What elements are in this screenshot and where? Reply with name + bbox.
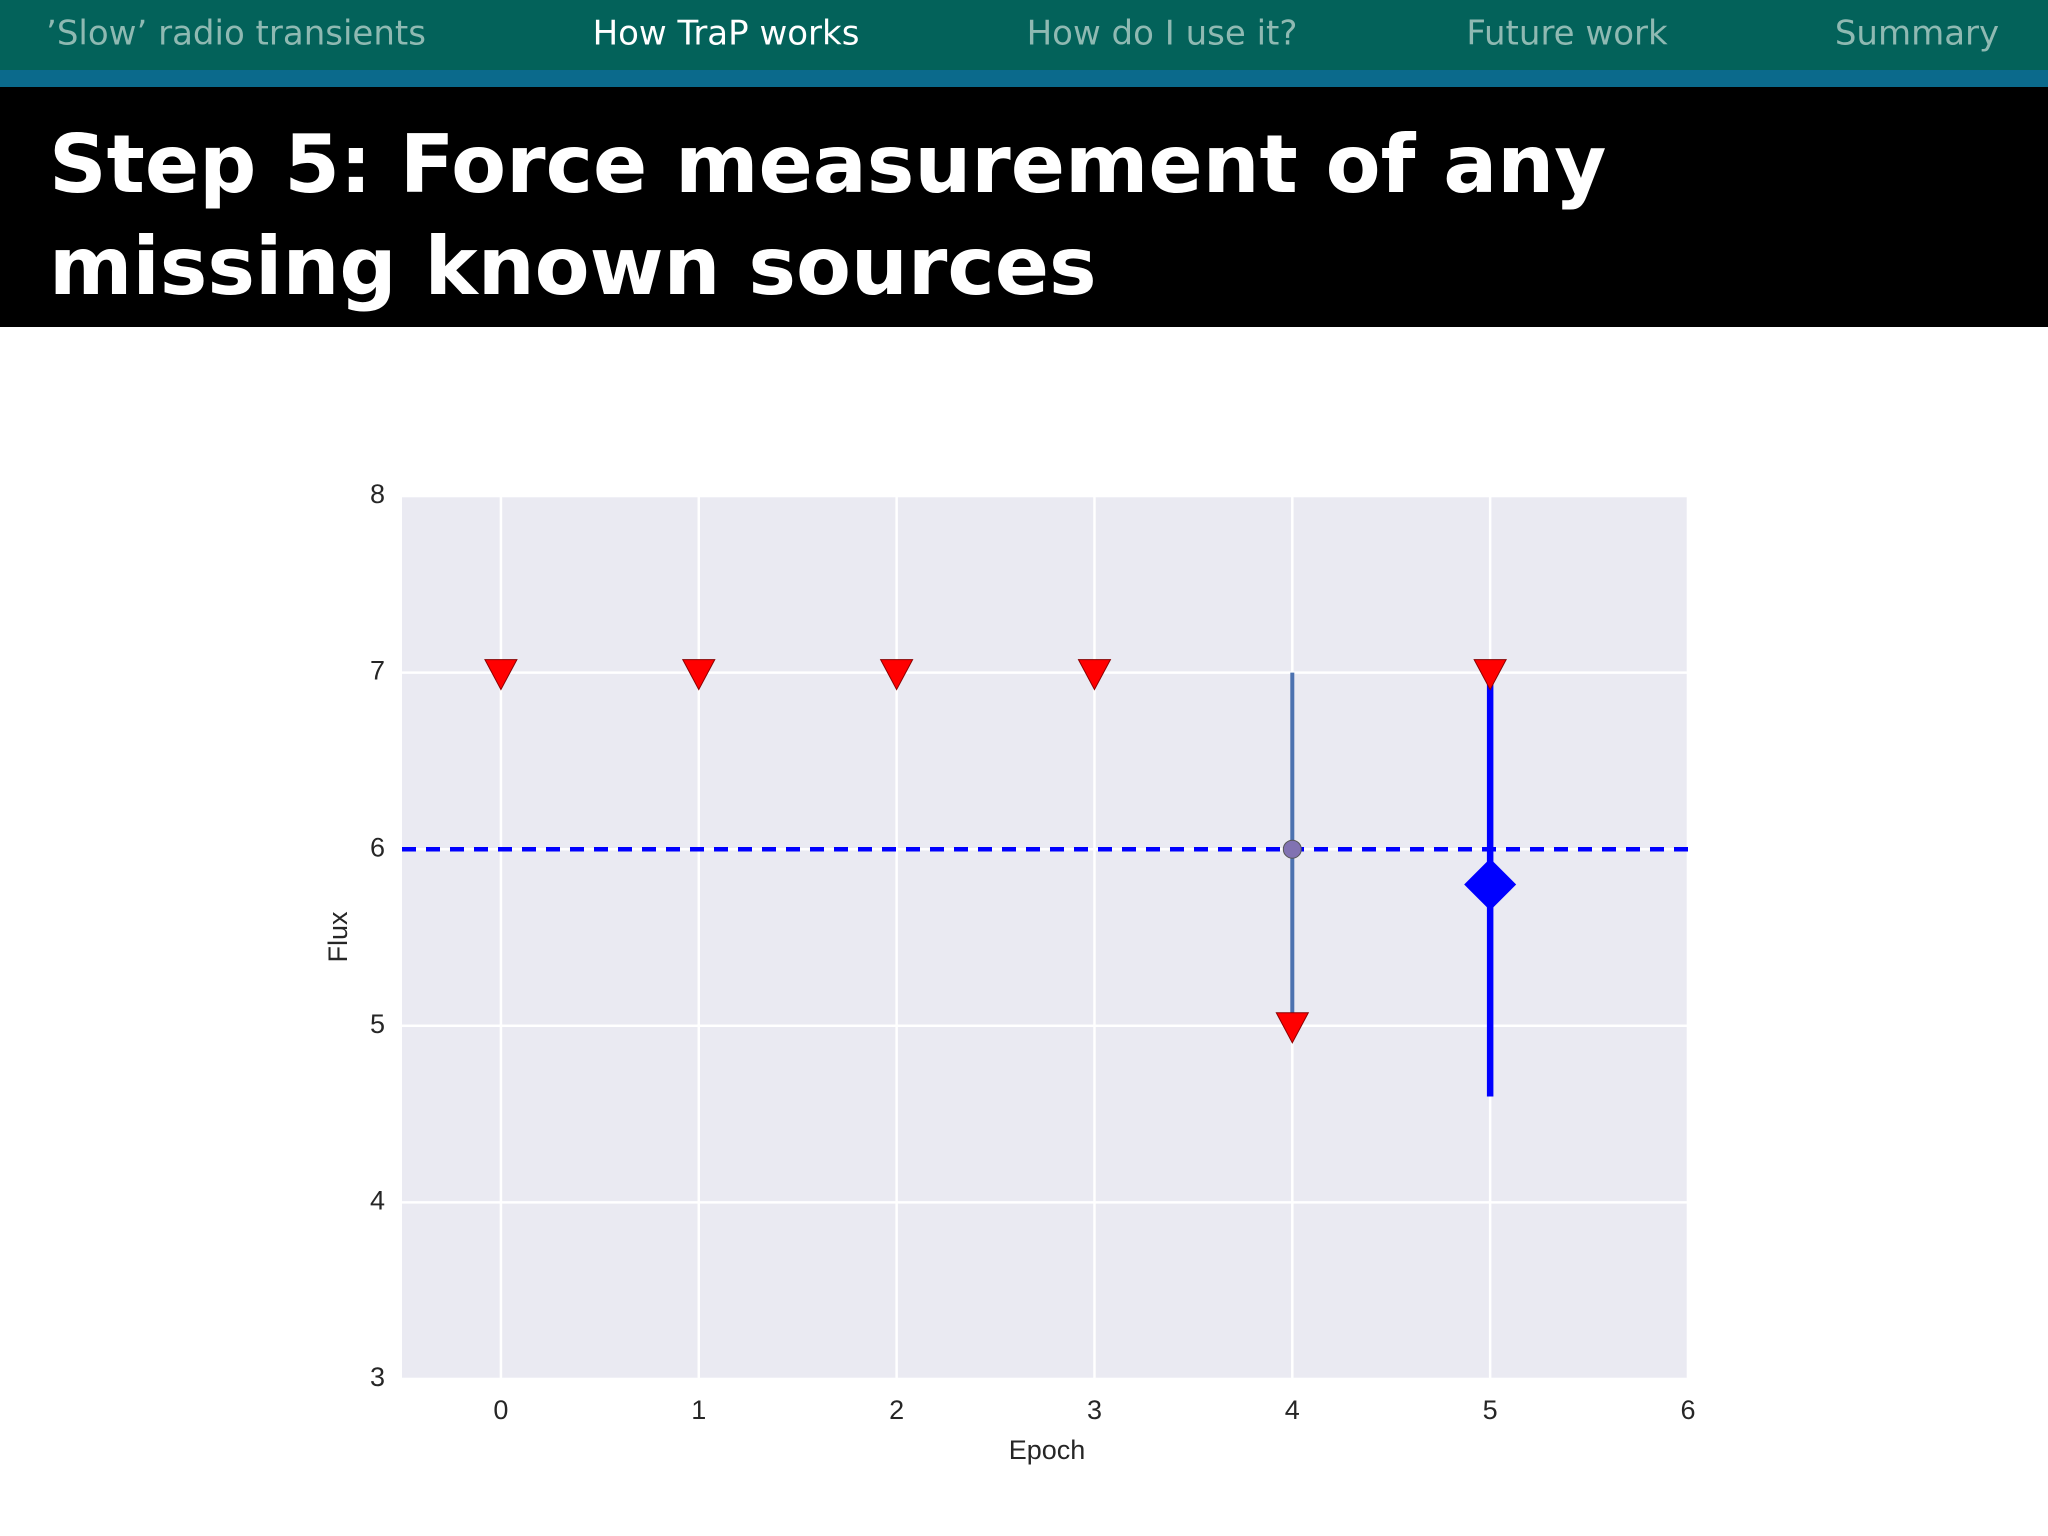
data-point [879, 659, 914, 691]
data-point [1077, 659, 1112, 691]
nav-strip [0, 70, 2048, 87]
title-block [0, 87, 2048, 327]
slide-title: missing known sources [49, 220, 1097, 313]
data-point [1275, 1012, 1310, 1044]
nav-item[interactable]: Future work [1466, 14, 1668, 54]
data-point [681, 659, 716, 691]
nav-item[interactable]: How TraP works [593, 14, 860, 54]
slide-title: Step 5: Force measurement of any [49, 118, 1606, 211]
y-tick-label: 5 [370, 1009, 385, 1039]
y-tick-label: 4 [370, 1186, 385, 1216]
x-tick-label: 0 [493, 1395, 508, 1425]
data-point [1282, 839, 1302, 859]
y-axis-label: Flux [323, 911, 353, 963]
data-point [1464, 858, 1517, 911]
y-tick-label: 7 [370, 656, 385, 686]
x-tick-label: 6 [1680, 1395, 1695, 1425]
nav-item[interactable]: How do I use it? [1027, 14, 1298, 54]
x-tick-label: 2 [889, 1395, 904, 1425]
data-point [484, 659, 518, 691]
x-tick-label: 5 [1483, 1395, 1498, 1425]
data-point [1473, 659, 1507, 691]
nav-item[interactable]: ’Slow’ radio transients [46, 14, 426, 54]
x-axis-label: Epoch [1009, 1435, 1086, 1465]
y-tick-label: 6 [370, 832, 385, 862]
nav-bar [0, 0, 2048, 70]
y-tick-label: 3 [370, 1362, 385, 1392]
nav-item[interactable]: Summary [1835, 14, 1999, 54]
x-tick-label: 4 [1285, 1395, 1300, 1425]
x-tick-label: 1 [691, 1395, 706, 1425]
x-tick-label: 3 [1087, 1395, 1102, 1425]
plot-area [402, 496, 1688, 1379]
y-tick-label: 8 [370, 479, 385, 509]
